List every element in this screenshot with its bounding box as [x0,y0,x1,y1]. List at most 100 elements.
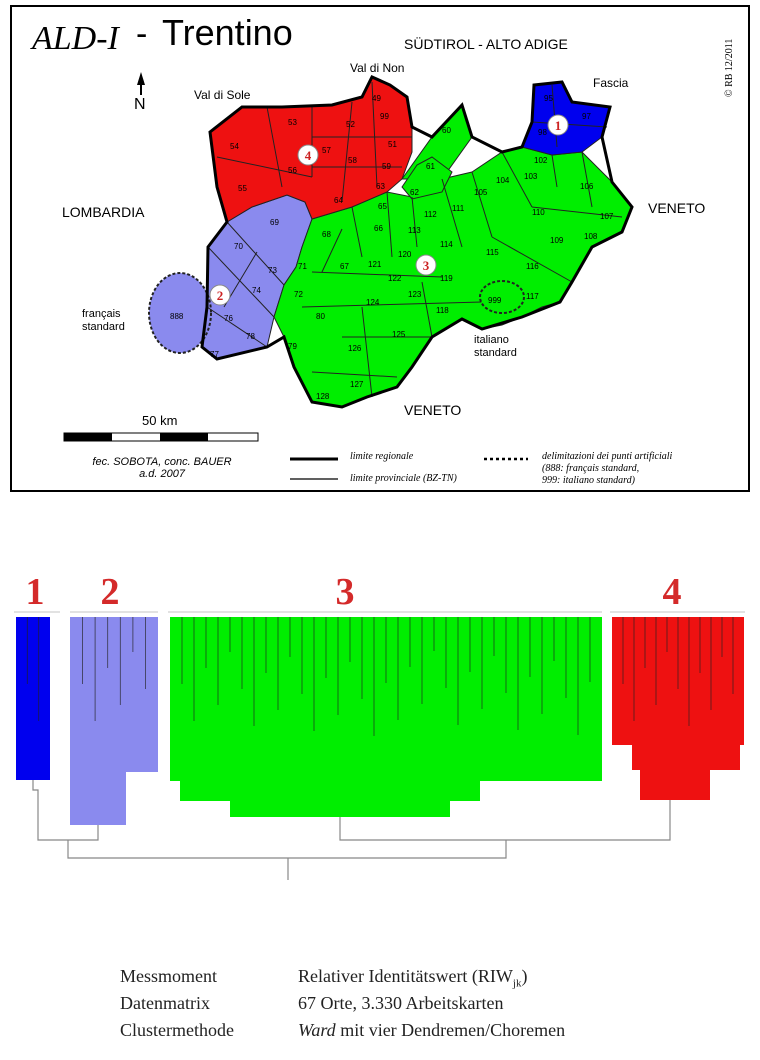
label-veneto-south: VENETO [404,402,461,418]
point-label: 62 [410,188,419,197]
point-label: 122 [388,274,402,283]
label-fascia: Fascia [593,76,629,90]
legend-provincial: limite provinciale (BZ-TN) [350,473,458,484]
dendrogram-group-1 [16,617,50,780]
dendrogram-label-2: 2 [101,571,120,613]
map-frame: ALD-I - Trentino © RB 12/2011 N [10,5,750,492]
point-label: 98 [538,128,547,137]
point-label: 102 [534,156,548,165]
point-label: 95 [544,94,553,103]
label-lombardia: LOMBARDIA [62,204,145,220]
point-label: 111 [452,204,465,213]
dendrogram-group-2 [70,617,158,825]
point-label: 65 [378,202,387,211]
point-label: 114 [440,240,453,249]
point-label: 103 [524,172,538,181]
north-label: N [134,96,146,113]
point-label: 108 [584,232,598,241]
legend-value: 67 Orte, 3.330 Arbeitskarten [298,993,504,1013]
cluster-badge-4: 4 [297,144,319,166]
legend-key: Clustermethode [120,1020,234,1040]
point-label: 109 [550,236,564,245]
point-label: 51 [388,140,397,149]
regional-border [200,75,634,409]
legend-artificial-3: 999: italiano standard) [542,475,636,486]
point-label: 53 [288,118,297,127]
scale-bar: 50 km [63,413,259,442]
point-label: 80 [316,312,325,321]
point-label: 110 [532,208,545,217]
point-label: 99 [380,112,389,121]
label-veneto-east: VENETO [648,200,705,216]
dendrogram: 1 2 3 4 [14,571,745,880]
dendrogram-connectors [32,780,671,880]
point-labels: 95 97 98 99 102 103 104 105 106 107 108 … [170,94,614,401]
point-label: 120 [398,250,412,259]
label-val-di-sole: Val di Sole [194,88,251,102]
dendrogram-label-4: 4 [663,571,682,613]
point-label: 117 [526,292,539,301]
point-label: 64 [334,196,343,205]
point-label: 121 [368,260,382,269]
credit-line-1: fec. SOBOTA, conc. BAUER [92,456,231,468]
map-title: Trentino [162,12,293,53]
point-label: 66 [374,224,383,233]
point-label: 54 [230,142,239,151]
point-label: 68 [322,230,331,239]
point-label: 118 [436,306,449,315]
legend-artificial-2: (888: français standard, [542,463,639,474]
point-label: 67 [340,262,349,271]
point-label: 115 [486,248,499,257]
label-francais-2: standard [82,321,125,333]
point-label: 52 [346,120,355,129]
point-label: 74 [252,286,261,295]
point-label: 76 [224,314,233,323]
point-label: 999 [488,296,502,305]
point-label: 127 [350,380,364,389]
cluster-badge-3: 3 [415,254,437,276]
svg-text:1: 1 [555,118,562,133]
point-label: 116 [526,262,539,271]
cluster-badge-1: 1 [547,114,569,136]
scale-label: 50 km [142,413,177,428]
legend-artificial-1: delimitazioni dei punti artificiali [542,451,672,462]
label-val-di-non: Val di Non [350,61,404,75]
point-label: 70 [234,242,243,251]
point-label: 55 [238,184,247,193]
point-label: 69 [270,218,279,227]
svg-text:3: 3 [423,258,430,273]
point-label: 49 [372,94,381,103]
point-label: 125 [392,330,406,339]
point-label: 124 [366,298,380,307]
point-label: 104 [496,176,510,185]
svg-text:4: 4 [305,148,312,163]
label-sudtirol: SÜDTIROL - ALTO ADIGE [404,35,568,52]
point-label: 128 [316,392,330,401]
point-label: 79 [288,342,297,351]
point-label: 60 [442,126,451,135]
dendrogram-label-3: 3 [336,571,355,613]
point-label: 107 [600,212,614,221]
point-label: 61 [426,162,435,171]
credit-line-2: a.d. 2007 [139,468,186,480]
title-separator: - [136,15,147,53]
north-arrow: N [134,72,146,113]
point-label: 59 [382,162,391,171]
map-legend: limite regionale limite provinciale (BZ-… [290,451,672,486]
point-label: 71 [298,262,307,271]
point-label: 888 [170,312,184,321]
point-label: 72 [294,290,303,299]
point-label: 56 [288,166,297,175]
legend-key: Datenmatrix [120,993,210,1013]
point-label: 119 [440,274,453,283]
point-label: 63 [376,182,385,191]
cluster-badge-2: 2 [209,284,231,306]
point-label: 73 [268,266,277,275]
point-label: 106 [580,182,594,191]
point-label: 112 [424,210,437,219]
svg-text:2: 2 [217,288,224,303]
choropleth-map: ALD-I - Trentino © RB 12/2011 N [30,12,735,486]
point-label: 105 [474,188,488,197]
point-label: 123 [408,290,422,299]
point-label: 78 [246,332,255,341]
